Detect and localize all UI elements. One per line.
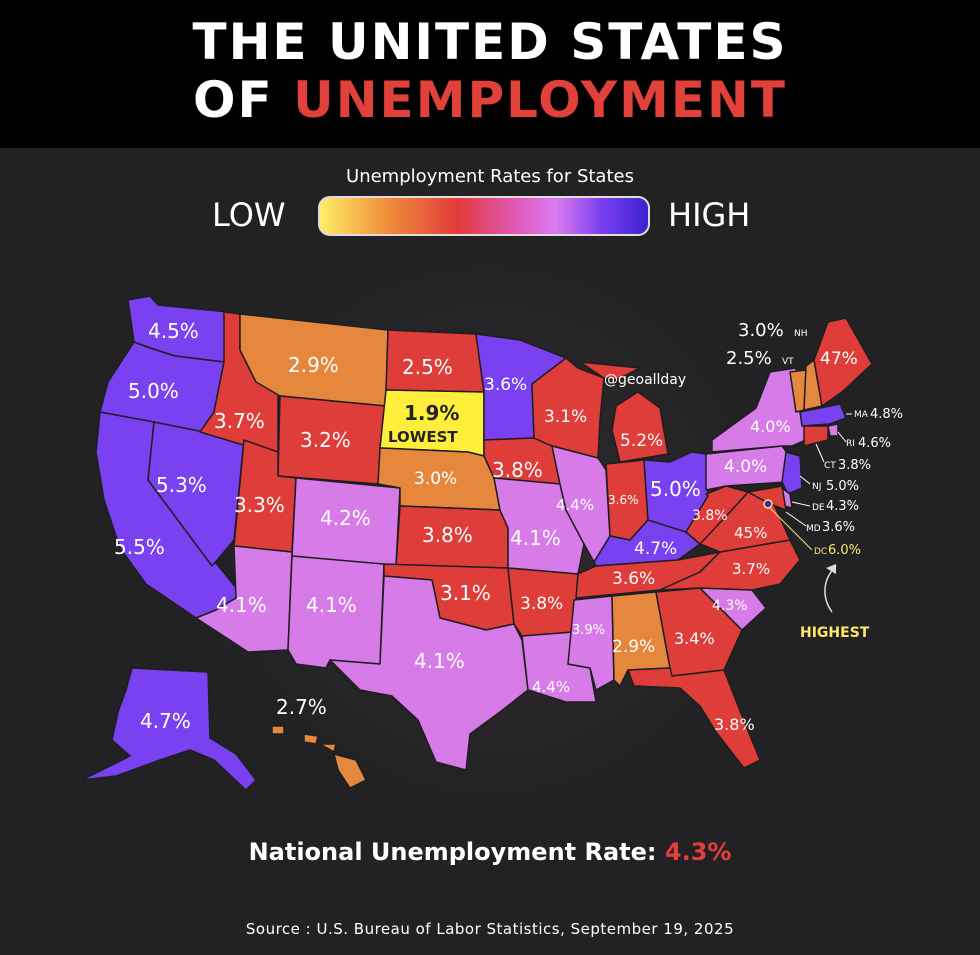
label-VA: 45% [734,524,767,542]
legend-gradient-bar [318,196,650,236]
state-MD [747,485,787,511]
label-AK: 4.7% [140,709,191,733]
label-MO: 4.1% [510,526,561,550]
label-KS: 3.8% [422,523,473,547]
callout-RI-value: 4.6% [858,436,891,451]
callout-DE-value: 4.3% [826,499,859,514]
leader-RI [837,431,847,443]
callout-MD-value: 3.6% [822,520,855,535]
callout-DC-value: 6.0% [828,543,861,558]
callout-NJ-abbr: NJ [812,482,821,492]
label-UT: 3.3% [234,493,285,517]
label-WA: 4.5% [148,319,199,343]
state-NJ [781,451,803,495]
label-OK: 3.1% [440,581,491,605]
label-SC: 4.3% [712,598,748,614]
label-ME: 47% [820,349,858,369]
header-banner: THE UNITED STATES OF UNEMPLOYMENT [0,0,980,148]
state-HI [271,725,367,789]
label-NE: 3.0% [414,469,457,489]
highest-label: HIGHEST [800,625,870,641]
label-CO: 4.2% [320,506,371,530]
label-TN: 3.6% [612,569,655,589]
label-WY: 3.2% [300,428,351,452]
label-ND: 2.5% [402,355,453,379]
state-MA [799,403,847,427]
callout-MA-abbr: MA [854,410,869,420]
national-value: 4.3% [664,838,732,866]
credit-text: @geoallday [604,372,686,388]
legend-title: Unemployment Rates for States [346,166,634,187]
label-MN: 3.6% [484,375,527,395]
callout-NH-value: 3.0% [738,320,784,341]
callout-RI-abbr: RI [846,439,855,449]
callout-VT-value: 2.5% [726,348,772,369]
label-AZ: 4.1% [216,593,267,617]
label-IA: 3.8% [492,458,543,482]
state-CT [803,425,829,447]
state-ME [813,317,873,407]
leader-MD [785,511,807,527]
title-accent: UNEMPLOYMENT [293,71,787,129]
label-CA: 5.5% [114,535,165,559]
label-LA: 4.4% [532,678,570,696]
state-MI [579,361,669,463]
callout-VT-abbr: VT [782,357,794,367]
leader-DC [769,507,813,551]
label-OR: 5.0% [128,379,179,403]
title-line-1: THE UNITED STATES [192,13,788,71]
callout-CT-value: 3.8% [838,458,871,473]
state-DC [763,499,773,509]
state-RI [827,423,839,437]
label-NY: 4.0% [750,417,791,436]
label-MT: 2.9% [288,353,339,377]
leader-CT [815,443,825,463]
source-text: Source : U.S. Bureau of Labor Statistics… [245,920,735,938]
title-line-2: OF UNEMPLOYMENT [0,72,980,128]
label-AR: 3.8% [520,594,563,614]
label-NV: 5.3% [156,473,207,497]
northeast-callouts: 3.0% NH 2.5% VT MA 4.8% RI 4.6% CT 3.8% … [726,320,903,641]
label-FL: 3.8% [714,715,755,734]
label-lowest: LOWEST [388,428,458,446]
label-AL: 2.9% [612,637,655,657]
label-OH: 5.0% [650,477,701,501]
label-WI: 3.1% [544,407,587,427]
label-MS: 3.9% [572,623,605,638]
callout-DC-abbr: DC [814,547,827,557]
callout-NJ-value: 5.0% [826,479,859,494]
callout-MA-value: 4.8% [870,407,903,422]
label-IL: 4.4% [556,496,594,514]
label-NM: 4.1% [306,593,357,617]
title-prefix: OF [193,71,294,129]
state-AK [81,667,257,791]
label-TX: 4.1% [414,649,465,673]
label-HI: 2.7% [276,695,327,719]
state-TX [329,575,529,771]
label-KY: 4.7% [634,539,677,559]
state-WI [531,357,605,459]
label-PA: 4.0% [724,457,767,477]
label-NC: 3.7% [732,560,770,578]
callout-DE-abbr: DE [812,503,825,513]
national-rate: National Unemployment Rate: 4.3% [0,838,980,866]
label-SD: 1.9% [404,401,459,425]
national-label: National Unemployment Rate: [248,838,665,866]
label-IN: 3.6% [608,493,639,507]
state-WV [685,485,749,545]
label-GA: 3.4% [674,629,715,648]
label-WV: 3.8% [692,508,728,524]
callout-CT-abbr: CT [824,461,836,471]
legend-low-label: LOW [212,196,286,234]
label-ID: 3.7% [214,409,265,433]
leader-NJ [799,475,811,485]
callout-MD-abbr: MD [806,524,821,534]
callout-NH-abbr: NH [794,329,808,339]
leader-DE [791,501,811,507]
label-MI: 5.2% [620,431,663,451]
state-FL [627,667,761,769]
highest-arrowhead [826,564,836,574]
legend-high-label: HIGH [668,196,751,234]
